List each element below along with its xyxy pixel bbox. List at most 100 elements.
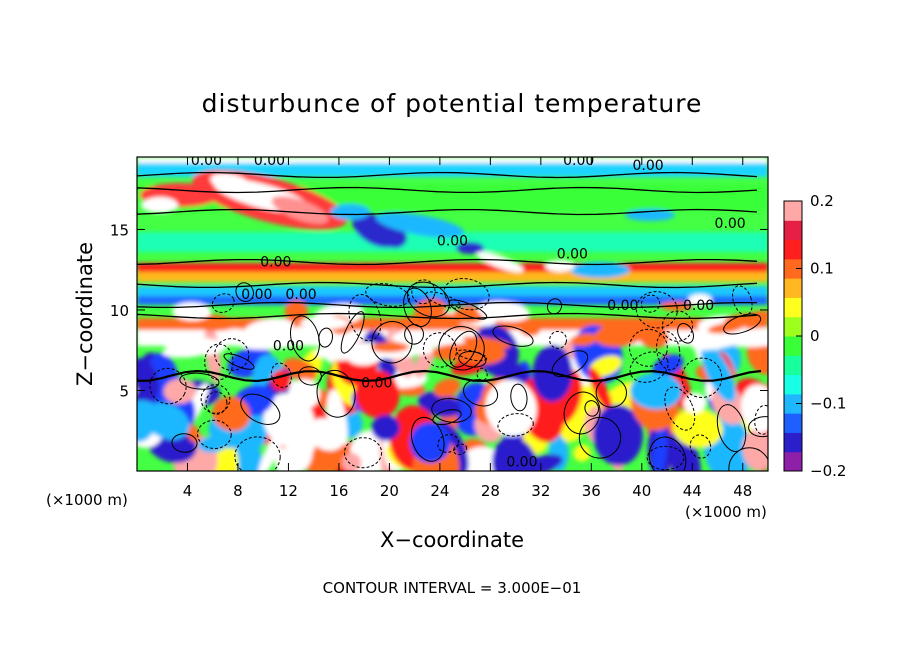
contour-line xyxy=(365,283,410,307)
field-patch xyxy=(375,212,465,238)
colorbar-tick-label: −0.2 xyxy=(810,462,846,480)
y-axis-ticks: 5 10 15 xyxy=(110,221,768,400)
x-tick-label: 8 xyxy=(233,482,243,500)
contour-line xyxy=(628,328,668,367)
contour-line xyxy=(656,331,681,371)
field-patch xyxy=(186,424,201,443)
field-patch xyxy=(570,333,598,346)
field-patch xyxy=(431,343,485,362)
field-patch xyxy=(284,300,308,323)
contour-lines xyxy=(137,171,768,471)
x-tick-label: 40 xyxy=(632,482,651,500)
field-patch xyxy=(342,453,362,471)
contour-line xyxy=(723,313,762,335)
colorbar-segment xyxy=(784,258,802,279)
field-patch xyxy=(433,378,461,398)
field-patch xyxy=(742,432,768,471)
chart-title: disturbunce of potential temperature xyxy=(202,89,703,118)
contour-line xyxy=(137,301,757,309)
field-patch xyxy=(638,326,669,349)
field-patch xyxy=(573,444,591,462)
contour-line xyxy=(640,294,661,313)
x-tick-label: 48 xyxy=(733,482,752,500)
contour-line xyxy=(716,404,747,452)
field-patch xyxy=(672,408,723,448)
field-band xyxy=(137,286,768,296)
contour-line xyxy=(648,436,687,471)
contour-line xyxy=(171,433,198,453)
contour-line xyxy=(403,287,432,328)
contour-line xyxy=(137,171,758,179)
contour-line xyxy=(431,398,472,423)
field-patch xyxy=(594,322,645,347)
contour-line xyxy=(748,416,768,438)
contour-line xyxy=(406,281,450,318)
contour-line xyxy=(137,281,758,289)
colorbar-tick-label: 0 xyxy=(810,327,820,345)
field-patch xyxy=(163,378,197,404)
contour-line xyxy=(137,369,762,383)
y-axis-label: Z−coordinate xyxy=(73,242,97,386)
field-patch xyxy=(239,338,299,350)
x-unit-left: (×1000 m) xyxy=(46,491,128,509)
field-band xyxy=(137,272,768,282)
contour-label: 0.00 xyxy=(191,153,222,169)
field-patch xyxy=(299,316,350,330)
field-patch xyxy=(283,326,337,344)
field-patch xyxy=(164,336,227,356)
field-patch xyxy=(413,347,435,378)
contour-line xyxy=(211,293,235,313)
contour-line xyxy=(510,383,528,412)
contour-line xyxy=(411,279,436,305)
contour-line xyxy=(449,330,478,368)
field-patch xyxy=(414,299,447,319)
contour-line xyxy=(137,312,758,320)
contour-line xyxy=(340,311,365,354)
field-band xyxy=(137,296,768,305)
contour-line xyxy=(549,330,568,349)
contour-line xyxy=(689,434,712,459)
colorbar-segment xyxy=(784,432,802,453)
colorbar-tick-label: −0.1 xyxy=(810,395,846,413)
contour-line xyxy=(578,416,622,459)
colorbar-segment xyxy=(784,297,802,318)
x-tick-label: 32 xyxy=(531,482,550,500)
colorbar-segment xyxy=(784,451,802,472)
field-patch xyxy=(244,318,294,338)
x-tick-label: 28 xyxy=(481,482,500,500)
contour-label: 0.00 xyxy=(683,298,714,314)
colorbar: 0.2 0.1 0 −0.1 −0.2 xyxy=(783,192,846,480)
contour-line xyxy=(456,349,488,362)
colorbar-tick-label: 0.2 xyxy=(810,192,834,210)
contour-line xyxy=(343,437,383,469)
x-tick-label: 44 xyxy=(683,482,702,500)
contour-line xyxy=(137,258,758,266)
field-patch xyxy=(409,422,451,463)
field-patch xyxy=(492,436,539,471)
contour-line xyxy=(635,291,678,329)
field-patch xyxy=(144,402,190,441)
field-patch xyxy=(402,313,467,327)
field-patch xyxy=(210,173,250,191)
x-tick-label: 24 xyxy=(430,482,449,500)
contour-interval-note: CONTOUR INTERVAL = 3.000E−01 xyxy=(323,579,582,597)
x-axis-label: X−coordinate xyxy=(380,528,524,552)
y-tick-label: 15 xyxy=(110,221,129,239)
contour-line xyxy=(732,285,753,316)
x-axis-ticks: 4 8 12 16 20 24 28 32 36 40 44 48 xyxy=(183,157,752,500)
field-patch xyxy=(456,242,484,254)
contour-line xyxy=(458,351,487,368)
contour-label: 0.00 xyxy=(633,158,664,174)
contour-label: 0.00 xyxy=(557,247,588,263)
field-patch xyxy=(371,342,409,353)
field-patch xyxy=(371,414,400,441)
x-tick-label: 36 xyxy=(582,482,601,500)
contour-line xyxy=(270,362,292,388)
contour-label: 0.00 xyxy=(260,255,291,271)
x-tick-label: 4 xyxy=(183,482,193,500)
contour-line xyxy=(234,436,281,471)
field-patch xyxy=(314,347,349,359)
field-patch xyxy=(142,197,178,213)
contour-line xyxy=(223,353,255,370)
contour-label: 0.00 xyxy=(437,234,468,250)
